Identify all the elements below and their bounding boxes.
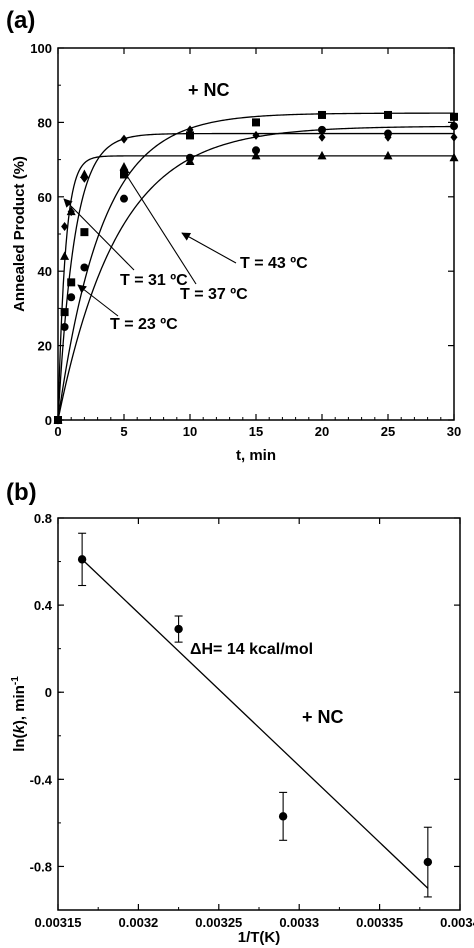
data-point-diamond xyxy=(120,134,128,144)
data-point-circle xyxy=(318,125,326,134)
fit-curve-circle xyxy=(57,125,455,421)
data-point-diamond xyxy=(252,130,260,140)
linear-fit-line xyxy=(81,558,429,889)
panel-b-x-tick-label: 0.00325 xyxy=(195,915,242,930)
data-point-circle xyxy=(80,263,89,272)
series-label-triangle: T = 43 ºC xyxy=(240,255,308,272)
fit-curve-triangle xyxy=(57,155,454,421)
data-point-square xyxy=(318,110,326,119)
data-point-triangle xyxy=(317,150,327,160)
data-point-square xyxy=(80,228,89,237)
data-point-triangle xyxy=(66,206,76,216)
panel-b-label: (b) xyxy=(6,479,37,506)
panel-a-label: (a) xyxy=(6,7,35,34)
data-point-triangle xyxy=(383,150,393,160)
callout-arrow-diamond xyxy=(121,167,197,285)
panel-a-y-tick-label: 100 xyxy=(30,41,52,56)
panel-a-y-tick-label: 0 xyxy=(45,413,52,428)
series-label-square: T = 31 ºC xyxy=(120,272,188,289)
panel-a-x-tick-label: 20 xyxy=(315,424,329,439)
panel-b-y-axis-label-unit: ), min xyxy=(11,685,28,725)
data-point-circle xyxy=(174,624,183,634)
data-point-triangle xyxy=(79,169,89,178)
callout-arrow-square xyxy=(63,198,135,271)
panel-b-enthalpy-annotation: ΔH= 14 kcal/mol xyxy=(190,641,313,658)
series-label-diamond: T = 37 ºC xyxy=(180,286,248,303)
panel-b-y-tick-label: -0.4 xyxy=(30,772,53,787)
panel-a-x-tick-label: 5 xyxy=(120,424,127,439)
panel-b-plot-frame xyxy=(57,517,461,911)
panel-b-x-tick-label: 0.00315 xyxy=(35,915,82,930)
panel-a-y-tick-label: 80 xyxy=(38,115,52,130)
panel-a-y-tick-label: 40 xyxy=(38,264,52,279)
panel-b: (b) 0.00315 0.0032 0.00325 0.0033 0.00335 0.0… xyxy=(6,479,474,946)
panel-b-y-tick-label: -0.8 xyxy=(30,859,52,874)
panel-a-y-axis-label: Annealed Product (%) xyxy=(11,156,28,312)
panel-b-ticks: 0.00315 0.0032 0.00325 0.0033 0.00335 0.0034 -… xyxy=(30,511,474,930)
data-point-circle xyxy=(67,293,76,302)
data-point-square xyxy=(60,308,69,317)
panel-b-y-tick-label: 0.8 xyxy=(34,511,52,526)
panel-a-ticks: 0 5 10 15 20 25 30 0 20 40 60 80 100 xyxy=(30,41,461,439)
panel-b-y-axis-label-prefix: ln( xyxy=(11,733,28,751)
panel-b-x-tick-label: 0.0033 xyxy=(279,915,319,930)
panel-b-y-tick-label: 0 xyxy=(45,685,52,700)
data-point-triangle xyxy=(449,152,459,162)
panel-b-y-axis-label-sup: -1 xyxy=(10,676,21,685)
data-point-diamond xyxy=(318,132,326,142)
data-point-square xyxy=(186,131,194,140)
data-point-diamond xyxy=(384,132,392,142)
panel-b-x-tick-label: 0.0032 xyxy=(119,915,159,930)
data-point-square xyxy=(252,118,260,127)
panel-a-x-tick-label: 25 xyxy=(381,424,395,439)
panel-a-data-points xyxy=(53,110,459,425)
data-point-triangle xyxy=(53,415,63,424)
panel-b-x-axis-label: 1/T(K) xyxy=(238,929,281,946)
data-point-circle xyxy=(77,555,87,564)
data-point-circle xyxy=(252,146,260,155)
panel-a-x-tick-label: 10 xyxy=(183,424,197,439)
series-label-circle: T = 23 ºC xyxy=(110,316,178,333)
panel-b-y-tick-label: 0.4 xyxy=(34,598,53,613)
data-point-diamond xyxy=(61,222,69,232)
data-point-square xyxy=(384,110,392,119)
panel-a-x-tick-label: 0 xyxy=(54,424,61,439)
data-point-circle xyxy=(120,194,128,203)
callout-arrow-circle xyxy=(77,284,119,317)
data-point-diamond xyxy=(186,125,194,135)
panel-a-x-axis-label: t, min xyxy=(236,447,276,464)
panel-a-y-tick-label: 60 xyxy=(38,190,52,205)
fit-curve-diamond xyxy=(57,132,454,421)
data-point-square xyxy=(67,278,76,287)
panel-b-x-tick-label: 0.0034 xyxy=(440,915,474,930)
panel-b-y-axis-label-k: k xyxy=(11,724,28,733)
panel-b-fit-line xyxy=(81,558,429,889)
data-point-circle xyxy=(450,122,458,131)
panel-b-x-tick-label: 0.00335 xyxy=(356,915,403,930)
data-point-triangle xyxy=(60,251,70,260)
data-point-circle xyxy=(60,323,69,331)
panel-b-data-points xyxy=(77,532,433,898)
data-point-circle xyxy=(278,812,288,821)
panel-b-nc-annotation: + NC xyxy=(302,707,344,727)
panel-a-x-tick-label: 15 xyxy=(249,424,263,439)
panel-a-x-tick-label: 30 xyxy=(447,424,461,439)
panel-b-y-axis-label: ln(k), min-1 xyxy=(10,676,28,752)
callout-arrow-triangle xyxy=(181,232,237,264)
panel-a-y-tick-label: 20 xyxy=(38,339,52,354)
data-point-triangle xyxy=(119,162,129,171)
data-point-circle xyxy=(423,857,433,867)
data-point-triangle xyxy=(251,150,261,160)
panel-a-nc-annotation: + NC xyxy=(188,80,230,100)
data-point-diamond xyxy=(450,132,458,142)
data-point-triangle xyxy=(185,156,195,165)
panel-a-series-callouts: T = 23 ºC T = 31 ºCT = 37 ºC T = 43 ºC xyxy=(63,167,308,333)
data-point-square xyxy=(450,112,458,121)
